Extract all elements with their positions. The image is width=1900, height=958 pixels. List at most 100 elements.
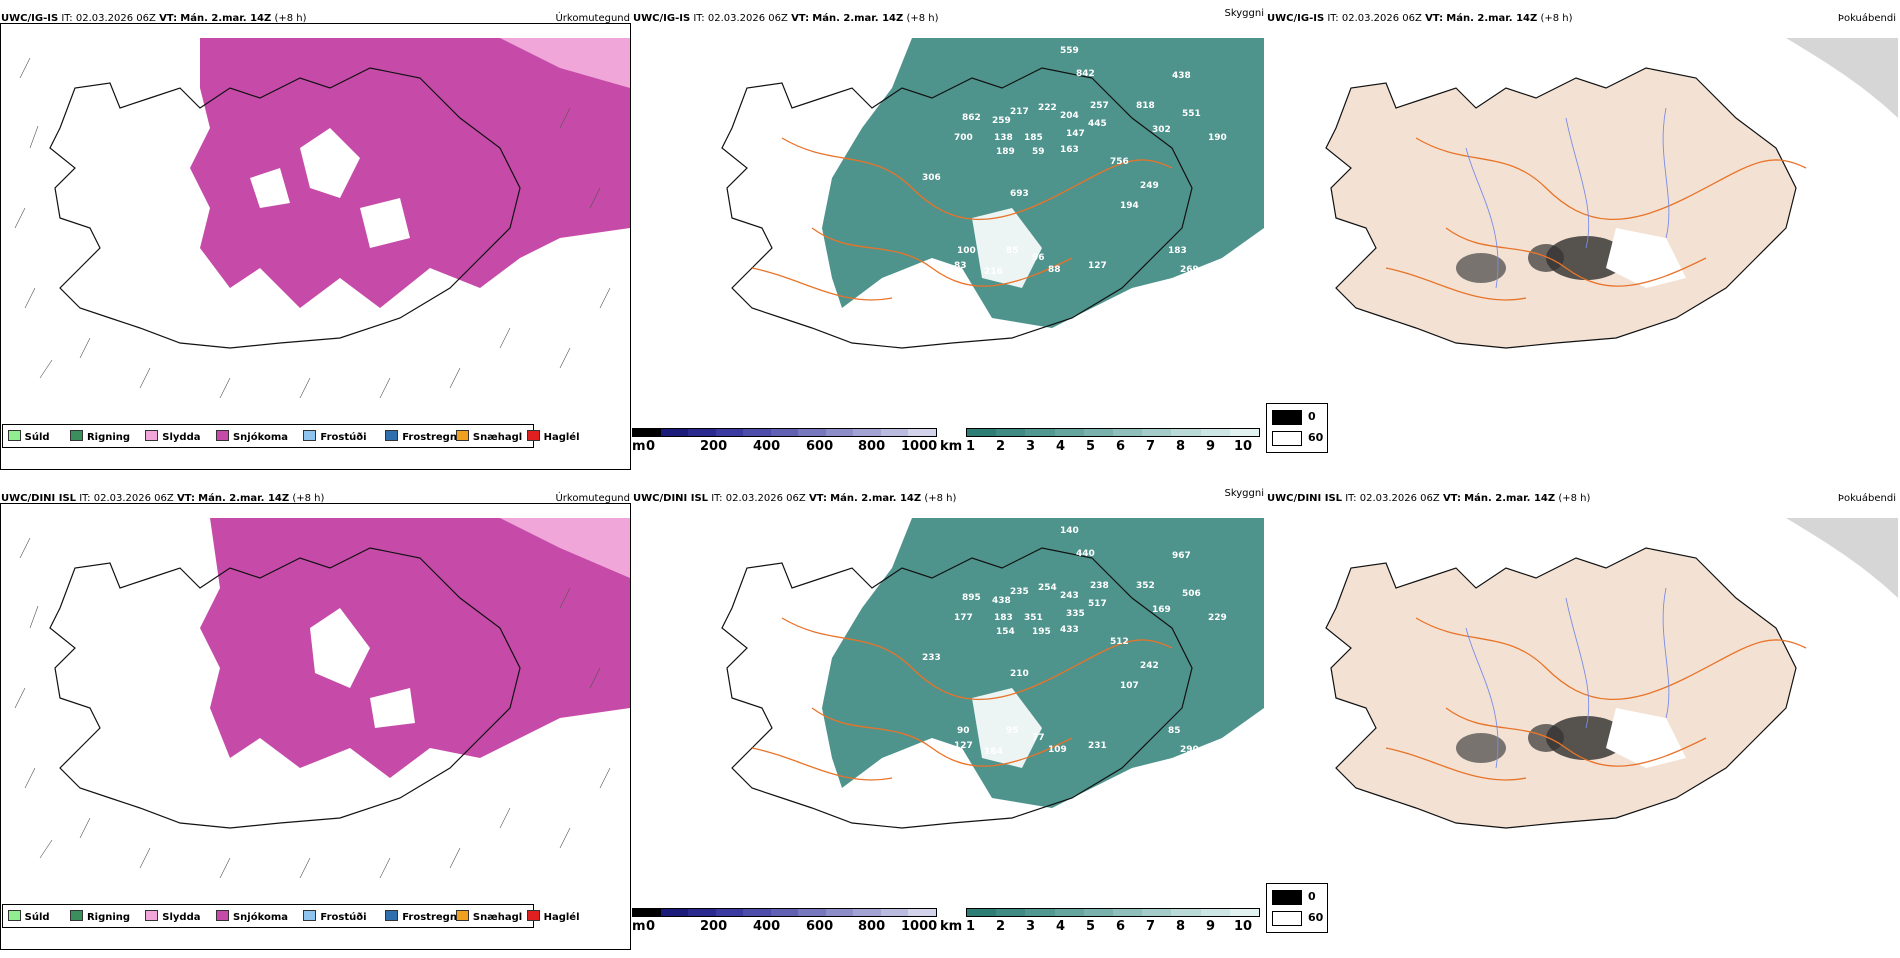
fog-patch <box>1546 716 1626 760</box>
tick: 2 <box>996 919 1006 934</box>
iceland-coastline <box>721 547 1193 829</box>
tick: 9 <box>1206 919 1216 934</box>
legend-item: Snæhagl <box>455 430 523 443</box>
tick: 1000 <box>901 919 938 934</box>
cloud-base-label: 109 <box>1048 745 1067 755</box>
precip-map <box>14 518 630 879</box>
fog-patch <box>1456 253 1506 283</box>
cloud-base-label: 818 <box>1136 101 1155 111</box>
cloud-base-label: 433 <box>1060 625 1079 635</box>
cloud-base-label: 169 <box>1152 605 1171 615</box>
legend-item: Frostregn <box>385 910 457 923</box>
cloud-base-label: 231 <box>1088 741 1107 751</box>
precip-map <box>14 38 630 399</box>
legend-item: Slydda <box>145 430 201 443</box>
cloud-base-label: 967 <box>1172 551 1191 561</box>
panel-header: UWC/DINI ISL IT: 02.03.2026 06Z VT: Mán.… <box>1267 493 1590 504</box>
tick: 4 <box>1056 919 1066 934</box>
tick: 10 <box>1234 919 1253 934</box>
cloud-base-label: 194 <box>1120 201 1139 211</box>
tick: 1000 <box>901 439 938 454</box>
legend-item: Súld <box>7 430 50 443</box>
fog-legend-value: 0 <box>1308 410 1316 423</box>
cloud-base-label: 177 <box>954 613 973 623</box>
legend-swatch <box>215 910 229 921</box>
cloud-base-label: 351 <box>1024 613 1043 623</box>
model-name: UWC/DINI ISL <box>633 493 709 504</box>
lead-time: (+8 h) <box>906 13 939 24</box>
lead-time: (+8 h) <box>924 493 957 504</box>
lead-time: (+8 h) <box>1558 493 1591 504</box>
vt-label: VT: <box>1442 493 1461 504</box>
iceland-land <box>1325 67 1797 349</box>
cloud-base-label: 147 <box>1066 129 1085 139</box>
tick: 3 <box>1026 919 1036 934</box>
it-value: 02.03.2026 06Z <box>93 493 174 504</box>
tick: 400 <box>753 439 781 454</box>
model-name: UWC/DINI ISL <box>1 493 77 504</box>
visibility-colorbar: km 1 2 3 4 5 6 7 8 9 10 <box>940 426 1260 456</box>
panel-title: Úrkomutegund <box>555 13 630 24</box>
cloud-base-label: 163 <box>1060 145 1079 155</box>
offshore-fog <box>1786 38 1898 118</box>
fog-legend-value: 60 <box>1308 431 1324 444</box>
legend-swatch <box>1272 911 1302 926</box>
cloud-base-label: 204 <box>1060 111 1079 121</box>
cloud-base-label: 102 <box>914 283 933 293</box>
cloud-base-label: 111 <box>914 763 933 773</box>
it-label: IT: <box>1327 13 1339 24</box>
cloud-base-label: 302 <box>1152 125 1171 135</box>
cloud-base-label: 195 <box>1032 627 1051 637</box>
cloud-base-label: 242 <box>1140 661 1159 671</box>
cloud-base-label: 522 <box>920 761 939 771</box>
legend-item: Frostúði <box>303 430 367 443</box>
legend-swatch <box>1272 431 1302 446</box>
visibility-unit: km <box>940 439 963 454</box>
roads <box>751 137 1173 301</box>
cloud-base-label: 217 <box>1010 107 1029 117</box>
roads <box>1385 617 1807 781</box>
legend-swatch <box>69 430 83 441</box>
cloud-base-label: 127 <box>1088 261 1107 271</box>
legend-swatch <box>215 430 229 441</box>
cloud-base-label: 18 <box>988 394 1001 404</box>
tick: 3 <box>1026 439 1036 454</box>
tick: 8 <box>1176 439 1186 454</box>
cloud-base-label: 01 <box>988 874 1001 884</box>
panel-header: UWC/IG-IS IT: 02.03.2026 06Z VT: Mán. 2.… <box>1267 13 1573 24</box>
cloud-base-colorbar: m 0 200 400 600 800 1000 <box>632 906 942 936</box>
iceland-coastline <box>49 67 521 349</box>
roads <box>751 617 1173 781</box>
panel-title: Skyggni <box>1224 488 1264 499</box>
rivers <box>1465 107 1670 289</box>
tick: 6 <box>1116 919 1126 934</box>
tick: 7 <box>1146 919 1156 934</box>
legend-swatch <box>145 430 159 441</box>
legend-label: Snæhagl <box>472 432 523 443</box>
legend-label: Snjókoma <box>232 432 289 443</box>
model-name: UWC/IG-IS <box>633 13 691 24</box>
legend-item: Snjókoma <box>215 910 288 923</box>
wind-barbs <box>14 57 611 399</box>
cloud-base-label: 183 <box>994 613 1013 623</box>
cloud-base-label: 352 <box>1136 581 1155 591</box>
legend-item: Rigning <box>69 910 130 923</box>
fog-patch <box>1528 244 1564 272</box>
legend-swatch <box>7 430 21 441</box>
cloud-base-label: 895 <box>962 593 981 603</box>
cloud-base-label: 440 <box>1076 549 1095 559</box>
tick: 8 <box>1176 919 1186 934</box>
lead-time: (+8 h) <box>274 13 307 24</box>
cloud-base-label: 756 <box>1110 157 1129 167</box>
cloud-base-label: 249 <box>1140 181 1159 191</box>
tick: 200 <box>700 919 728 934</box>
wind-barbs <box>14 537 611 879</box>
tick: 5 <box>1086 919 1096 934</box>
legend-swatch <box>526 430 540 441</box>
vt-label: VT: <box>808 493 827 504</box>
cloud-base-label: 235 <box>1010 587 1029 597</box>
cloud-base-label: 189 <box>996 147 1015 157</box>
fog-map <box>1325 38 1898 349</box>
cloud-base-label: 269 <box>1180 265 1199 275</box>
